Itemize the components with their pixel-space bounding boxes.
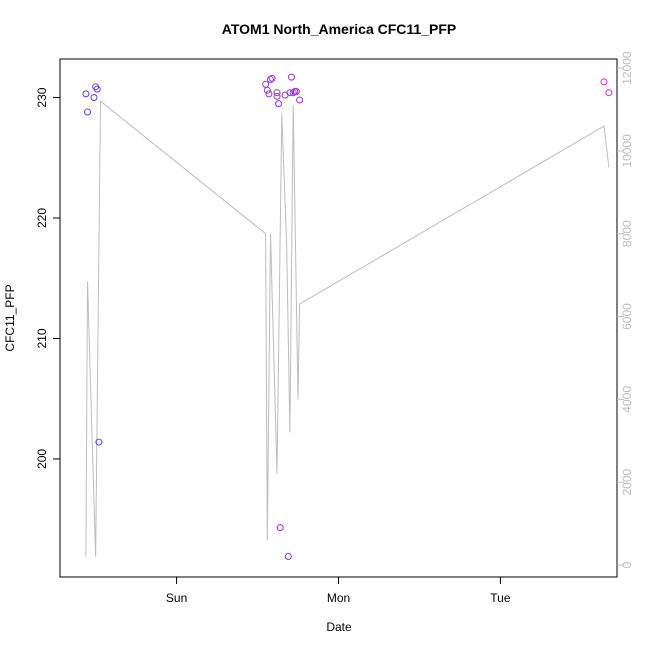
x-tick-label: Mon bbox=[327, 591, 350, 605]
x-tick-label: Tue bbox=[490, 591, 511, 605]
y-axis-label: CFC11_PFP bbox=[3, 284, 17, 351]
y-tick-label: 210 bbox=[35, 328, 49, 348]
data-point bbox=[286, 89, 294, 97]
data-point bbox=[268, 74, 276, 82]
y2-tick-label: 12000 bbox=[620, 51, 634, 85]
data-point bbox=[292, 88, 300, 95]
x-tick-label: Sun bbox=[166, 591, 187, 605]
y2-tick-label: 6000 bbox=[620, 303, 634, 330]
data-point bbox=[276, 524, 284, 532]
y-tick-label: 200 bbox=[35, 449, 49, 469]
data-point bbox=[273, 92, 281, 100]
data-point bbox=[82, 90, 90, 98]
data-point bbox=[84, 108, 91, 116]
data-point bbox=[267, 76, 274, 83]
data-point bbox=[263, 86, 271, 94]
data-point bbox=[90, 94, 98, 101]
y-tick-label: 220 bbox=[35, 208, 49, 228]
y2-tick-label: 8000 bbox=[620, 220, 634, 247]
data-point bbox=[275, 100, 283, 108]
data-point bbox=[93, 85, 101, 93]
data-point bbox=[288, 73, 295, 81]
y2-tick-label: 0 bbox=[620, 561, 634, 568]
series-line bbox=[85, 100, 610, 557]
plot-frame bbox=[59, 58, 618, 578]
data-point bbox=[262, 80, 270, 88]
y-tick-label: 230 bbox=[35, 87, 49, 107]
data-point bbox=[273, 89, 281, 97]
data-point bbox=[289, 89, 297, 97]
plot-layer: 200 210 220 230 0 2000 4000 6000 8000 10000 12000 S… bbox=[35, 51, 634, 605]
y2-tick-label: 10000 bbox=[620, 134, 634, 168]
data-point bbox=[265, 90, 273, 98]
data-point bbox=[600, 78, 608, 86]
data-point bbox=[95, 438, 103, 446]
x-axis-label: Date bbox=[326, 620, 352, 634]
data-point bbox=[605, 89, 613, 97]
data-point bbox=[284, 553, 292, 560]
chart-title: ATOM1 North_America CFC11_PFP bbox=[222, 21, 456, 37]
y2-tick-label: 2000 bbox=[620, 469, 634, 496]
y2-tick-label: 4000 bbox=[620, 386, 634, 413]
data-point bbox=[296, 96, 304, 104]
